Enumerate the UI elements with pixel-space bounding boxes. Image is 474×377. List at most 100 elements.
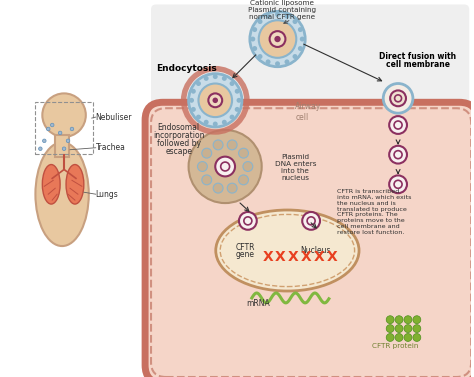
Circle shape (238, 175, 248, 185)
Circle shape (191, 107, 196, 112)
Circle shape (250, 11, 305, 67)
Circle shape (250, 37, 255, 41)
Circle shape (298, 46, 303, 51)
Text: CFTR is transcribed
into mRNA, which exits
the nucleus and is
translated to prod: CFTR is transcribed into mRNA, which exi… (337, 189, 411, 235)
Circle shape (300, 37, 305, 41)
Text: mRNA: mRNA (246, 299, 270, 308)
Circle shape (404, 316, 412, 323)
Text: Cationic liposome: Cationic liposome (250, 0, 314, 6)
Circle shape (209, 93, 222, 107)
Ellipse shape (66, 164, 84, 204)
Circle shape (252, 27, 257, 32)
Circle shape (213, 140, 223, 150)
Circle shape (284, 60, 290, 64)
Circle shape (265, 60, 271, 64)
Circle shape (413, 325, 421, 333)
Text: Trachea: Trachea (96, 143, 126, 152)
Circle shape (257, 54, 263, 59)
Circle shape (386, 316, 394, 323)
Text: Plasmid containing: Plasmid containing (248, 8, 317, 13)
Circle shape (227, 140, 237, 150)
Circle shape (275, 12, 280, 17)
Circle shape (189, 130, 262, 203)
Text: followed by: followed by (157, 139, 201, 148)
Text: Endosomal: Endosomal (158, 123, 200, 132)
Text: escape: escape (165, 147, 192, 156)
Text: X: X (314, 250, 324, 264)
Circle shape (196, 115, 201, 120)
Circle shape (204, 76, 209, 81)
Circle shape (202, 175, 212, 185)
Circle shape (42, 93, 86, 137)
Text: Direct fusion with: Direct fusion with (379, 52, 456, 61)
Circle shape (199, 84, 232, 117)
Circle shape (292, 54, 298, 59)
Text: X: X (275, 250, 286, 264)
Circle shape (229, 115, 235, 120)
Circle shape (252, 46, 257, 51)
Text: Airway
cell: Airway cell (295, 102, 321, 122)
Text: normal CFTR gene: normal CFTR gene (249, 14, 316, 20)
Text: Endocytosis: Endocytosis (156, 64, 217, 73)
Circle shape (257, 19, 263, 24)
Circle shape (50, 123, 54, 127)
FancyBboxPatch shape (151, 5, 469, 214)
Circle shape (213, 121, 218, 127)
Circle shape (70, 127, 74, 131)
Text: Nebuliser: Nebuliser (96, 113, 132, 122)
Circle shape (395, 316, 403, 323)
Circle shape (204, 120, 209, 125)
Text: X: X (262, 250, 273, 264)
Circle shape (274, 36, 281, 42)
Circle shape (43, 139, 46, 143)
Circle shape (386, 325, 394, 333)
Circle shape (222, 120, 227, 125)
Text: X: X (327, 250, 337, 264)
Circle shape (227, 183, 237, 193)
Circle shape (191, 89, 196, 94)
Circle shape (383, 84, 413, 113)
Circle shape (215, 156, 235, 176)
Circle shape (390, 90, 406, 106)
Circle shape (229, 81, 235, 86)
Circle shape (389, 146, 407, 164)
Circle shape (202, 148, 212, 158)
Ellipse shape (216, 210, 359, 291)
Text: CFTR protein: CFTR protein (372, 343, 418, 349)
Circle shape (237, 98, 241, 103)
Circle shape (389, 116, 407, 134)
Circle shape (213, 183, 223, 193)
Ellipse shape (36, 142, 89, 246)
Circle shape (404, 325, 412, 333)
Text: Nucleus: Nucleus (300, 247, 330, 256)
Circle shape (386, 334, 394, 342)
Circle shape (235, 89, 240, 94)
Circle shape (413, 334, 421, 342)
Circle shape (395, 325, 403, 333)
Circle shape (239, 212, 257, 230)
Circle shape (243, 162, 253, 172)
Text: Plasmid
DNA enters
into the
nucleus: Plasmid DNA enters into the nucleus (274, 154, 316, 181)
Text: X: X (301, 250, 311, 264)
FancyBboxPatch shape (55, 135, 69, 156)
Circle shape (58, 131, 62, 135)
Ellipse shape (42, 164, 60, 204)
Circle shape (46, 127, 50, 131)
Circle shape (395, 334, 403, 342)
Text: CFTR: CFTR (235, 244, 255, 253)
Circle shape (62, 147, 66, 150)
Circle shape (222, 76, 227, 81)
Circle shape (38, 147, 42, 150)
Circle shape (413, 316, 421, 323)
Text: X: X (288, 250, 299, 264)
Text: Lungs: Lungs (96, 190, 118, 199)
Circle shape (213, 74, 218, 79)
Circle shape (270, 31, 285, 47)
Circle shape (66, 139, 70, 143)
Circle shape (189, 98, 194, 103)
Circle shape (404, 334, 412, 342)
Text: cell membrane: cell membrane (386, 60, 450, 69)
Circle shape (196, 81, 201, 86)
Text: incorporation: incorporation (153, 131, 204, 140)
Circle shape (198, 162, 207, 172)
